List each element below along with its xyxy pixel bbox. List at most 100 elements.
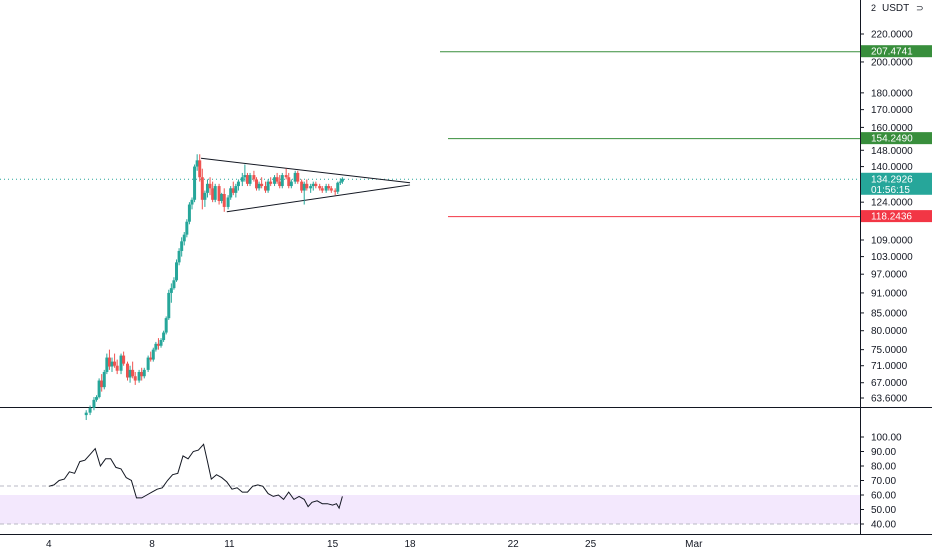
candle-down [211, 188, 215, 200]
price-pane[interactable] [0, 0, 860, 407]
candle-down [318, 186, 322, 189]
candle-down [284, 175, 288, 178]
corner-label: 2 [871, 3, 876, 13]
candle-down [140, 371, 144, 377]
currency-label[interactable]: USDT [882, 3, 909, 14]
candle-up [164, 318, 168, 333]
price-tick-label: 180.0000 [871, 88, 913, 99]
time-tick-label: 25 [585, 539, 597, 550]
price-tick-label: 97.0000 [871, 270, 908, 281]
price-tick-label: 75.0000 [871, 345, 908, 356]
price-axis-ticks: 220.0000 200.0000 180.0000 170.0000 160.0000… [860, 30, 913, 405]
candle-up [336, 182, 340, 192]
svg-text:154.2490: 154.2490 [871, 134, 913, 145]
candle-up [302, 183, 306, 191]
price-tick-label: 148.0000 [871, 146, 913, 157]
symmetrical-triangle[interactable] [200, 157, 411, 213]
candle-up [182, 234, 186, 242]
rsi-tick-label: 40.00 [871, 520, 896, 531]
price-tick-label: 220.0000 [871, 30, 913, 41]
candle-up [172, 280, 176, 289]
candle-up [105, 357, 109, 372]
price-tick-label: 103.0000 [871, 252, 913, 263]
candle-up [97, 380, 101, 398]
svg-text:134.2926: 134.2926 [871, 174, 913, 185]
candle-up [88, 407, 92, 413]
candle-up [119, 355, 123, 371]
price-tick-label: 67.0000 [871, 378, 908, 389]
candle-up [187, 204, 191, 222]
candle-up [273, 177, 277, 184]
candle-up [177, 250, 181, 263]
rsi-tick-label: 80.00 [871, 462, 896, 473]
price-tick-label: 200.0000 [871, 57, 913, 68]
price-tick-label: 140.0000 [871, 162, 913, 173]
candle-down [245, 175, 249, 184]
candle-up [289, 181, 293, 187]
candle-up [280, 175, 284, 187]
candle-down [314, 183, 318, 187]
time-tick-label: 8 [149, 539, 155, 550]
price-tick-label: 71.0000 [871, 361, 908, 372]
candle-down [222, 194, 226, 207]
candle-down [305, 183, 309, 189]
triangle-upper-trendline [200, 157, 411, 184]
candle-down [217, 186, 221, 201]
candle-up [92, 399, 96, 408]
candle-up [213, 186, 217, 200]
triangle-lower-trendline [226, 184, 411, 213]
countdown-timer: 01:56:15 [871, 185, 910, 196]
candle-down [260, 183, 264, 187]
target-mid-badge[interactable]: 154.2490 [861, 132, 932, 145]
rsi-band [0, 495, 860, 524]
candle-down [287, 177, 291, 187]
price-tick-label: 80.0000 [871, 326, 908, 337]
candle-down [252, 175, 256, 180]
candle-up [293, 172, 297, 182]
candle-up [257, 183, 261, 189]
time-tick-label: 22 [508, 539, 520, 550]
candle-up [102, 371, 106, 388]
candle-down [133, 376, 137, 381]
candle-up [128, 369, 132, 378]
candle-up [110, 361, 114, 367]
rsi-line [48, 443, 343, 510]
candle-down [198, 160, 202, 178]
candle-up [226, 197, 230, 207]
time-tick-label: 11 [224, 539, 235, 550]
stop-badge[interactable]: 118.2436 [861, 210, 932, 223]
candle-up [340, 178, 344, 182]
candle-up [240, 177, 244, 182]
candle-up [95, 397, 99, 400]
candle-up [309, 186, 313, 189]
candle-up [205, 183, 209, 193]
candle-up [169, 288, 173, 293]
candle-up [84, 412, 88, 416]
candle-down [269, 181, 273, 184]
candle-up [142, 369, 146, 377]
currency-dropdown-icon[interactable]: ⊃ [916, 3, 924, 13]
rsi-tick-label: 90.00 [871, 447, 896, 458]
candle-up [190, 199, 194, 205]
candle-up [220, 194, 224, 201]
candle-down [125, 363, 129, 378]
svg-text:118.2436: 118.2436 [871, 212, 912, 223]
candle-down [275, 177, 279, 182]
candle-up [229, 188, 233, 198]
candle-down [115, 365, 119, 371]
rsi-tick-label: 100.00 [871, 433, 902, 444]
time-axis-ticks: 4 8 11 15 18 22 25 Mar [46, 539, 703, 550]
candle-down [320, 188, 324, 191]
candle-up [167, 292, 171, 319]
current-price-badge[interactable]: 134.2926 01:56:15 [861, 172, 932, 196]
time-tick-label: 18 [404, 539, 416, 550]
price-tick-label: 63.6000 [871, 394, 908, 405]
svg-text:207.4741: 207.4741 [871, 47, 913, 58]
candle-down [264, 186, 268, 191]
candle-up [185, 221, 189, 235]
target-high-badge[interactable]: 207.4741 [861, 45, 932, 58]
candle-down [149, 357, 153, 360]
candle-up [162, 332, 166, 341]
price-tick-label: 170.0000 [871, 105, 913, 116]
